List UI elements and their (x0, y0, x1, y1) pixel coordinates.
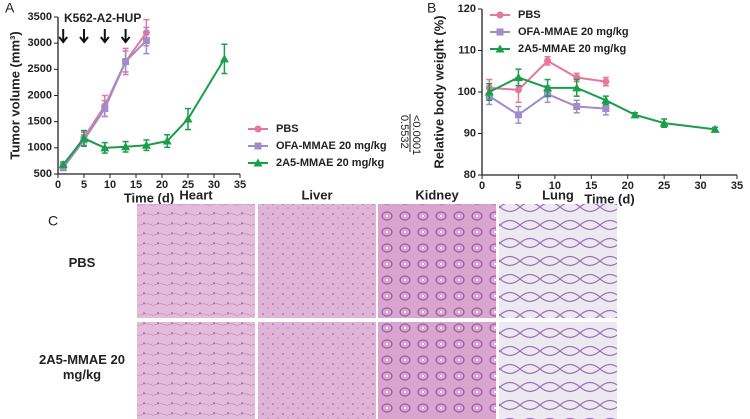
x-tick-label: 25 (182, 179, 194, 191)
y-tick-label: 1500 (28, 116, 52, 128)
marker (602, 78, 610, 86)
series-line (62, 58, 226, 166)
legend-label: PBS (518, 9, 541, 21)
marker (573, 103, 581, 111)
marker (253, 158, 263, 167)
x-tick-label: 5 (81, 179, 87, 191)
histology-image (499, 322, 617, 419)
column-label: Liver (301, 187, 332, 202)
marker (630, 110, 640, 119)
histology-image (499, 204, 617, 318)
marker (79, 133, 89, 142)
y-tick-label: 500 (34, 168, 52, 180)
y-tick-label: 120 (458, 3, 476, 15)
p-value: <0.0001 (410, 115, 422, 155)
panel-label: B (427, 0, 436, 16)
marker (513, 72, 523, 81)
dosing-arrow (100, 29, 110, 44)
y-axis-title: Tumor volume (mm³) (7, 31, 22, 159)
dosing-arrow (58, 29, 68, 44)
marker (602, 105, 610, 113)
marker (659, 118, 669, 127)
y-tick-label: 100 (458, 86, 476, 98)
legend-label: PBS (276, 123, 299, 135)
marker (544, 57, 552, 65)
marker (514, 86, 522, 94)
column-label: Lung (542, 187, 574, 202)
row-label: PBS (68, 255, 96, 270)
marker (183, 114, 193, 123)
marker (122, 57, 130, 65)
marker (100, 143, 110, 152)
marker (141, 140, 151, 149)
y-tick-label: 110 (458, 44, 476, 56)
marker (162, 136, 172, 145)
y-axis-title: Relative body weight (%) (431, 15, 446, 168)
marker (496, 28, 504, 36)
marker (101, 105, 109, 113)
x-tick-label: 30 (208, 179, 220, 191)
y-tick-label: 2500 (28, 63, 52, 75)
column-label: Heart (179, 187, 213, 202)
histology-image (258, 322, 376, 419)
marker (484, 87, 494, 96)
x-tick-label: 5 (515, 180, 521, 192)
x-axis-title: Time (d) (584, 191, 634, 206)
x-tick-label: 10 (549, 180, 561, 192)
legend-label: 2A5-MMAE 20 mg/kg (276, 157, 384, 169)
x-tick-label: 10 (104, 179, 116, 191)
legend-label: OFA-MMAE 20 mg/kg (518, 26, 629, 38)
series-line (488, 76, 716, 131)
histology-image (378, 322, 496, 419)
y-tick-label: 3500 (28, 11, 52, 23)
x-tick-label: 15 (585, 180, 597, 192)
x-axis-title: Time (d) (124, 190, 174, 205)
p-value: 0.5532 (398, 115, 410, 149)
annotation: K562-A2-HUP (64, 11, 141, 25)
histology-image (258, 204, 376, 318)
dosing-arrow (120, 29, 131, 44)
marker (219, 54, 229, 63)
marker (121, 142, 131, 151)
x-tick-label: 15 (130, 179, 142, 191)
x-tick-label: 20 (622, 180, 634, 192)
marker (496, 11, 504, 19)
legend-label: OFA-MMAE 20 mg/kg (276, 140, 387, 152)
histology-image (137, 322, 255, 419)
x-tick-label: 0 (55, 179, 61, 191)
y-tick-label: 80 (464, 169, 476, 181)
y-tick-label: 2000 (28, 89, 52, 101)
marker (601, 95, 611, 104)
y-tick-label: 1000 (28, 142, 52, 154)
x-tick-label: 35 (731, 180, 743, 192)
legend-label: 2A5-MMAE 20 mg/kg (518, 43, 626, 55)
x-tick-label: 20 (156, 179, 168, 191)
marker (543, 83, 553, 92)
dosing-arrow (79, 29, 89, 44)
x-tick-label: 30 (694, 180, 706, 192)
marker (254, 125, 262, 133)
marker (572, 83, 582, 92)
y-tick-label: 90 (464, 127, 476, 139)
histology-image (137, 204, 255, 318)
histology-image (378, 204, 496, 318)
panel-label: A (5, 0, 15, 16)
y-tick-label: 3000 (28, 37, 52, 49)
marker (254, 142, 262, 150)
marker (710, 124, 720, 133)
column-label: Kidney (415, 187, 459, 202)
x-tick-label: 25 (658, 180, 670, 192)
marker (495, 44, 505, 53)
panel-label: C (48, 213, 58, 229)
x-tick-label: 0 (479, 180, 485, 192)
x-tick-label: 35 (234, 179, 246, 191)
marker (514, 111, 522, 119)
row-label: 2A5-MMAE 20 mg/kg (39, 352, 125, 382)
marker (142, 37, 150, 45)
marker (58, 160, 68, 169)
